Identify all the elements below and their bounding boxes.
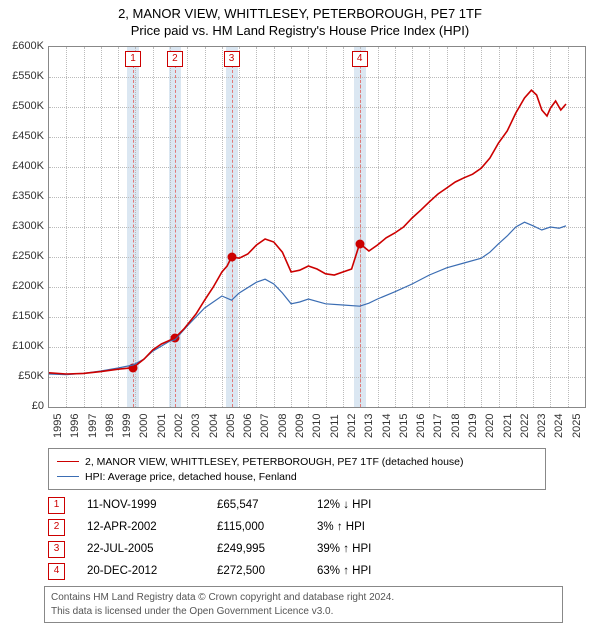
series-hpi [49, 222, 566, 374]
x-axis-label: 2010 [311, 414, 323, 438]
chart-legend: 2, MANOR VIEW, WHITTLESEY, PETERBOROUGH,… [48, 448, 546, 490]
sales-row-3: 3 22-JUL-2005£249,99539% ↑ HPI [44, 538, 437, 560]
sales-row-2: 2 12-APR-2002£115,0003% ↑ HPI [44, 516, 437, 538]
sales-row-price: £249,995 [217, 543, 317, 555]
x-axis-label: 2008 [277, 414, 289, 438]
x-axis-label: 2002 [173, 414, 185, 438]
legend-label: HPI: Average price, detached house, Fenl… [85, 471, 297, 483]
sales-row-pct: 3% ↑ HPI [317, 521, 437, 533]
x-axis-label: 1997 [87, 414, 99, 438]
y-axis-label: £450K [4, 130, 44, 142]
legend-swatch [57, 461, 79, 462]
x-axis-label: 2001 [156, 414, 168, 438]
x-axis-label: 2003 [190, 414, 202, 438]
y-axis-label: £100K [4, 340, 44, 352]
sales-table: 1 11-NOV-1999£65,54712% ↓ HPI 2 12-APR-2002… [44, 494, 437, 582]
y-axis-label: £250K [4, 250, 44, 262]
sales-row-date: 11-NOV-1999 [87, 499, 217, 511]
y-axis-label: £600K [4, 40, 44, 52]
x-axis-label: 2004 [208, 414, 220, 438]
sales-row-price: £272,500 [217, 565, 317, 577]
x-axis-label: 1996 [69, 414, 81, 438]
x-axis-label: 1995 [52, 414, 64, 438]
y-axis-label: £500K [4, 100, 44, 112]
series-svg [49, 47, 585, 407]
series-property [49, 90, 566, 374]
chart-title-line2: Price paid vs. HM Land Registry's House … [0, 21, 600, 42]
x-axis-label: 2017 [432, 414, 444, 438]
sales-row-marker: 4 [48, 563, 65, 580]
x-axis-label: 2023 [536, 414, 548, 438]
legend-label: 2, MANOR VIEW, WHITTLESEY, PETERBOROUGH,… [85, 456, 464, 468]
y-axis-label: £400K [4, 160, 44, 172]
y-axis-label: £50K [4, 370, 44, 382]
x-axis-label: 2015 [398, 414, 410, 438]
y-axis-label: £0 [4, 400, 44, 412]
x-axis-label: 2013 [363, 414, 375, 438]
x-axis-label: 2012 [346, 414, 358, 438]
x-axis-label: 2011 [329, 414, 341, 438]
sales-row-4: 4 20-DEC-2012£272,50063% ↑ HPI [44, 560, 437, 582]
footer-line1: Contains HM Land Registry data © Crown c… [51, 591, 556, 605]
legend-row-property: 2, MANOR VIEW, WHITTLESEY, PETERBOROUGH,… [57, 454, 537, 469]
y-axis-label: £550K [4, 70, 44, 82]
footer-line2: This data is licensed under the Open Gov… [51, 605, 556, 619]
x-axis-label: 2019 [467, 414, 479, 438]
y-axis-label: £200K [4, 280, 44, 292]
x-axis-label: 1998 [104, 414, 116, 438]
x-axis-label: 2007 [259, 414, 271, 438]
x-axis-label: 2009 [294, 414, 306, 438]
sales-row-price: £115,000 [217, 521, 317, 533]
x-axis-label: 2016 [415, 414, 427, 438]
sales-row-pct: 63% ↑ HPI [317, 565, 437, 577]
x-axis-label: 2014 [381, 414, 393, 438]
x-axis-label: 2005 [225, 414, 237, 438]
x-axis-label: 2020 [484, 414, 496, 438]
sales-row-marker: 2 [48, 519, 65, 536]
x-axis-label: 2018 [450, 414, 462, 438]
sales-row-pct: 12% ↓ HPI [317, 499, 437, 511]
attribution-footer: Contains HM Land Registry data © Crown c… [44, 586, 563, 623]
x-axis-label: 2000 [138, 414, 150, 438]
chart-plot-area: 1234 [48, 46, 586, 408]
x-axis-label: 2022 [519, 414, 531, 438]
legend-swatch [57, 476, 79, 477]
sales-row-marker: 1 [48, 497, 65, 514]
x-axis-label: 1999 [121, 414, 133, 438]
sales-row-1: 1 11-NOV-1999£65,54712% ↓ HPI [44, 494, 437, 516]
x-axis-label: 2025 [571, 414, 583, 438]
sales-row-price: £65,547 [217, 499, 317, 511]
y-axis-label: £150K [4, 310, 44, 322]
y-axis-label: £300K [4, 220, 44, 232]
x-axis-label: 2024 [553, 414, 565, 438]
sales-row-pct: 39% ↑ HPI [317, 543, 437, 555]
chart-title-line1: 2, MANOR VIEW, WHITTLESEY, PETERBOROUGH,… [0, 0, 600, 21]
sales-row-marker: 3 [48, 541, 65, 558]
x-axis-label: 2006 [242, 414, 254, 438]
y-axis-label: £350K [4, 190, 44, 202]
sales-row-date: 12-APR-2002 [87, 521, 217, 533]
sales-row-date: 22-JUL-2005 [87, 543, 217, 555]
legend-row-hpi: HPI: Average price, detached house, Fenl… [57, 469, 537, 484]
x-axis-label: 2021 [502, 414, 514, 438]
sales-row-date: 20-DEC-2012 [87, 565, 217, 577]
